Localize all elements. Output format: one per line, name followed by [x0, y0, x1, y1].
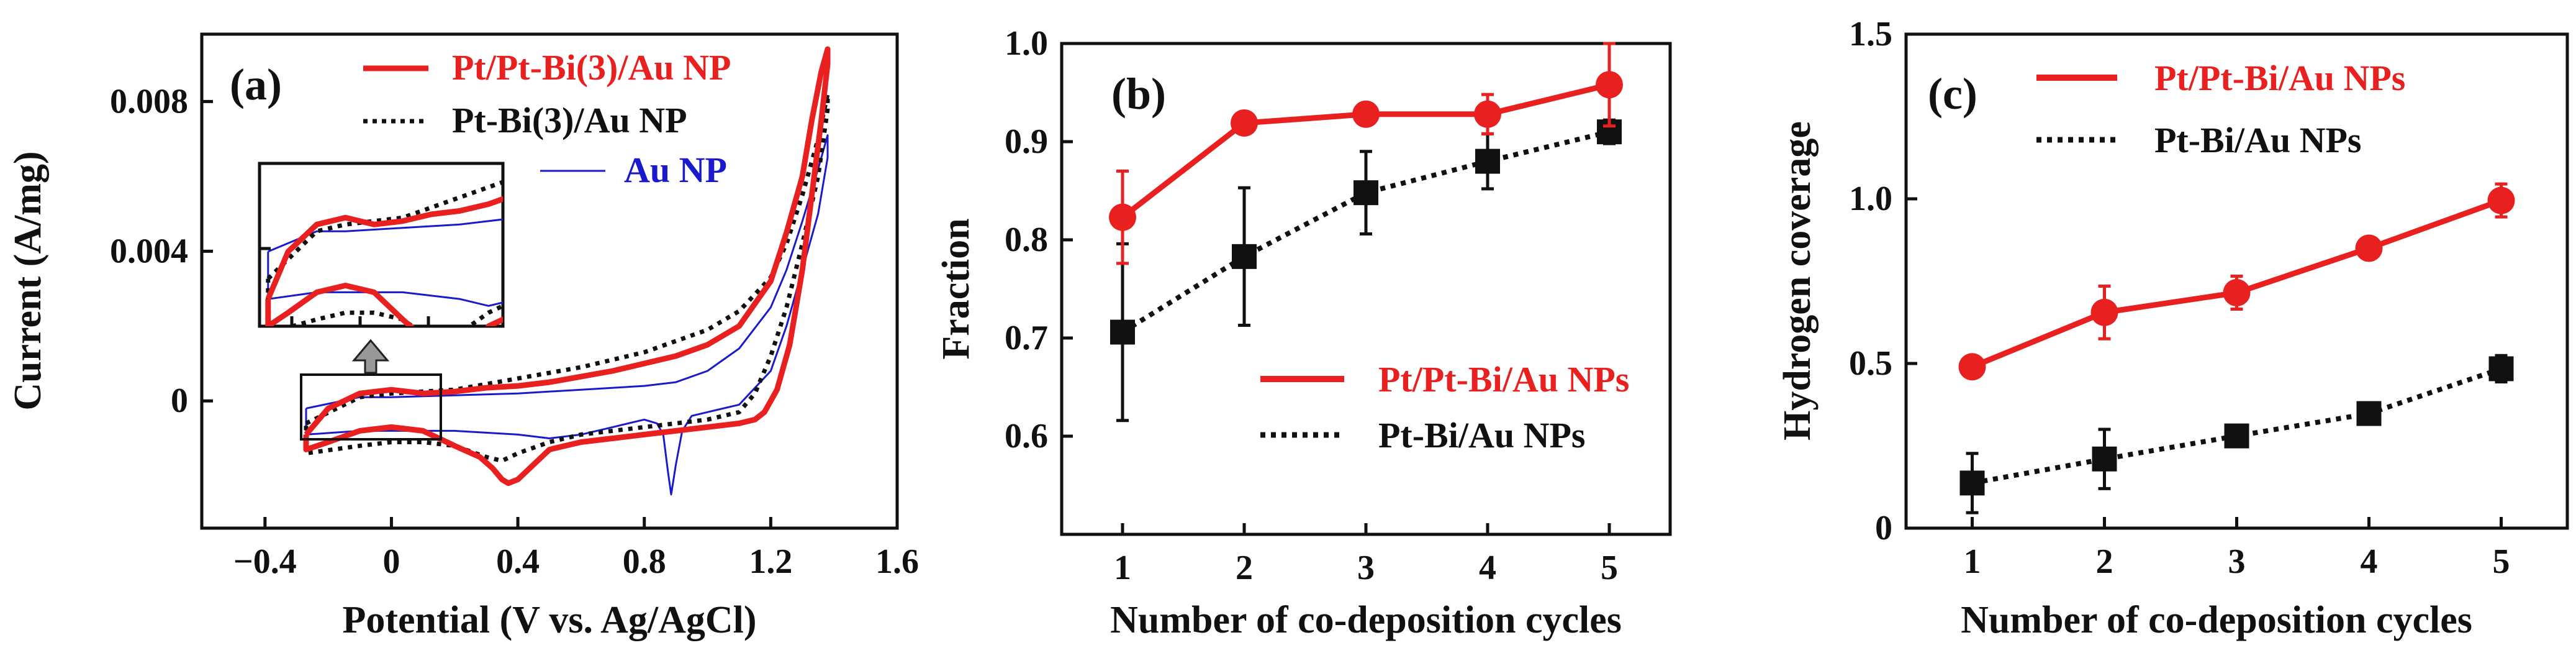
x-axis-label-c: Number of co-deposition cycles [1961, 599, 2472, 641]
b-point-square [1110, 319, 1135, 345]
a-x-tick-label: −0.4 [233, 542, 297, 581]
c-point-square [2224, 423, 2249, 449]
b-point-circle [1231, 109, 1258, 137]
c-x-tick-label: 3 [2228, 542, 2246, 581]
b-x-tick-label: 4 [1479, 549, 1496, 587]
b-y-tick-label: 0.7 [1005, 319, 1048, 357]
c-point-circle [2223, 279, 2251, 307]
b-y-tick-label: 1.0 [1005, 24, 1048, 63]
c-x-tick-label: 1 [1964, 542, 1981, 581]
c-x-tick-label: 5 [2493, 542, 2510, 581]
panel-c: 1 2 3 4 5 0 0.5 1.0 1.5 (c) Pt/Pt-Bi/Au NPs Pt-B… [1776, 15, 2569, 641]
b-point-circle [1109, 203, 1136, 231]
b-y-tick-label: 0.8 [1005, 221, 1048, 259]
b-point-square [1475, 149, 1500, 174]
inset-zoom-box [300, 373, 442, 441]
inset [258, 162, 505, 328]
y-axis-label-b: Fraction [935, 218, 977, 359]
b-point-circle [1352, 100, 1380, 128]
legend-a-pt-pt-bi: Pt/Pt-Bi(3)/Au NP [452, 47, 731, 88]
c-point-circle [2487, 186, 2515, 214]
panel-b-label: (b) [1111, 69, 1166, 119]
legend-c-pt-bi: Pt-Bi/Au NPs [2154, 120, 2362, 160]
a-x-tick-label: 1.2 [749, 542, 792, 581]
b-y-tick-label: 0.9 [1005, 122, 1048, 161]
legend-b-pt-bi: Pt-Bi/Au NPs [1378, 415, 1586, 455]
c-point-square [2356, 401, 2382, 426]
panel-a-frame [200, 32, 899, 530]
c-point-circle [2090, 298, 2118, 326]
b-point-circle [1596, 71, 1623, 99]
panel-c-label: (c) [1928, 69, 1977, 119]
b-x-tick-label: 2 [1236, 549, 1253, 587]
a-y-tick-label: 0.004 [110, 232, 188, 270]
legend-a-pt-bi: Pt-Bi(3)/Au NP [452, 100, 687, 140]
c-point-square [1959, 470, 1985, 496]
c-y-tick-label: 1.0 [1849, 180, 1892, 218]
a-y-tick-label: 0 [171, 382, 188, 420]
y-axis-label-c: Hydrogen coverage [1776, 121, 1819, 441]
cv-curve-2 [305, 134, 829, 496]
panel-a: −0.4 0 0.4 0.8 1.2 1.6 0 0.004 0.008 (a) Pt/Pt-B… [7, 32, 919, 641]
inset-curve-0 [265, 196, 503, 326]
c-x-tick-label: 2 [2096, 542, 2113, 581]
b-x-tick-label: 1 [1114, 549, 1131, 587]
b-point-square [1232, 244, 1257, 269]
b-series-line-1 [1121, 129, 1610, 334]
c-point-square [2488, 356, 2514, 382]
cv-curve-0 [303, 46, 831, 487]
b-y-tick-label: 0.6 [1005, 417, 1048, 455]
c-point-square [2092, 446, 2117, 472]
a-x-tick-label: 0.4 [496, 542, 540, 581]
x-axis-label-b: Number of co-deposition cycles [1110, 599, 1622, 641]
legend-c-pt-pt-bi: Pt/Pt-Bi/Au NPs [2154, 58, 2405, 98]
c-point-circle [1958, 353, 1986, 381]
legend-a-au: Au NP [624, 150, 727, 190]
up-arrow-icon [351, 339, 390, 374]
a-y-tick-label: 0.008 [110, 82, 188, 121]
panel-b: 1 2 3 4 5 0.6 0.7 0.8 0.9 1.0 (b) Pt/Pt-Bi/Au NPs… [935, 24, 1672, 641]
c-y-tick-label: 0 [1875, 509, 1892, 547]
c-point-circle [2355, 234, 2383, 262]
b-point-circle [1474, 100, 1501, 128]
a-x-tick-label: 0.8 [623, 542, 666, 581]
c-x-tick-label: 4 [2361, 542, 2378, 581]
c-y-tick-label: 0.5 [1849, 344, 1892, 383]
c-y-tick-label: 1.5 [1849, 15, 1892, 53]
inset-curve-2 [267, 218, 503, 307]
b-x-tick-label: 3 [1357, 549, 1375, 587]
b-x-tick-label: 5 [1601, 549, 1618, 587]
b-point-square [1354, 180, 1378, 206]
y-axis-label-a: Current (A/mg) [7, 151, 49, 410]
x-axis-label-a: Potential (V vs. Ag/AgCl) [342, 599, 756, 641]
legend-b-pt-pt-bi: Pt/Pt-Bi/Au NPs [1378, 359, 1629, 400]
panel-a-label: (a) [230, 60, 282, 109]
a-x-tick-label: 1.6 [875, 542, 919, 581]
a-x-tick-label: 0 [382, 542, 400, 581]
